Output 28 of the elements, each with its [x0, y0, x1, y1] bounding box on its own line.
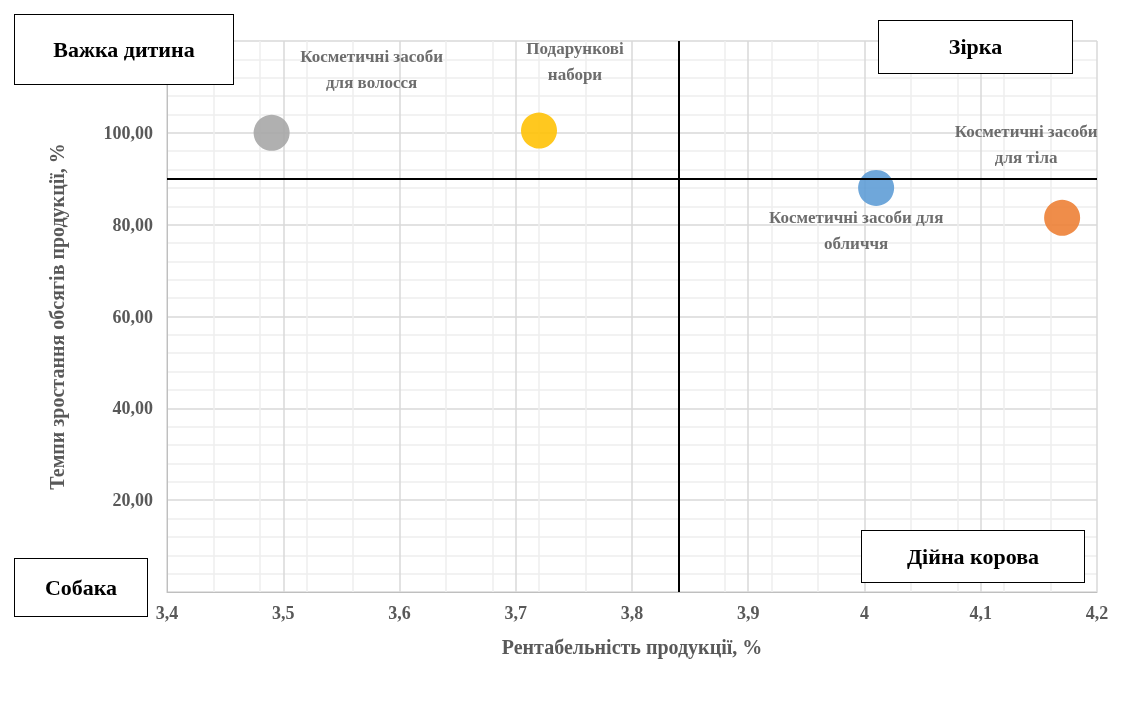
x-tick-label: 4,2	[1085, 603, 1109, 623]
x-tick-label: 4,1	[969, 603, 992, 623]
text: Косметичні засоби для тіла	[954, 122, 1098, 168]
series-label: Косметичні засоби для волосся	[300, 47, 444, 93]
x-tick-label: 3,4	[155, 603, 179, 623]
x-tick-label: 3,8	[620, 603, 644, 623]
y-tick-label: 100,00	[103, 122, 153, 143]
x-tick-label: 3,9	[737, 603, 760, 623]
y-tick-label: 60,00	[112, 306, 153, 327]
point	[521, 112, 557, 149]
quadrant-label-box: Собака	[14, 558, 148, 617]
quadrant-label-box: Дійна корова	[861, 530, 1085, 583]
x-tick-label: 4	[860, 603, 869, 623]
y-tick-label: 40,00	[112, 398, 153, 419]
quadrant-label-box: Зірка	[878, 20, 1073, 74]
series-label: Косметичні засоби для обличчя	[768, 208, 944, 254]
y-tick-label: 20,00	[112, 490, 153, 511]
x-tick-label: 3,6	[388, 603, 411, 623]
point	[1044, 199, 1081, 236]
series-label: Подарункові набори	[526, 39, 624, 85]
x-tick-label: 3,7	[504, 603, 527, 623]
x-tick-label: 3,5	[272, 603, 295, 623]
y-tick-label: 80,00	[112, 214, 153, 235]
x-axis-title: Рентабельність продукції, %	[501, 636, 763, 659]
point	[253, 114, 290, 151]
y-axis-title: Темпи зростання обсягів продукції, %	[46, 143, 69, 490]
point	[858, 169, 895, 206]
quadrant-label-box: Важка дитина	[14, 14, 234, 85]
